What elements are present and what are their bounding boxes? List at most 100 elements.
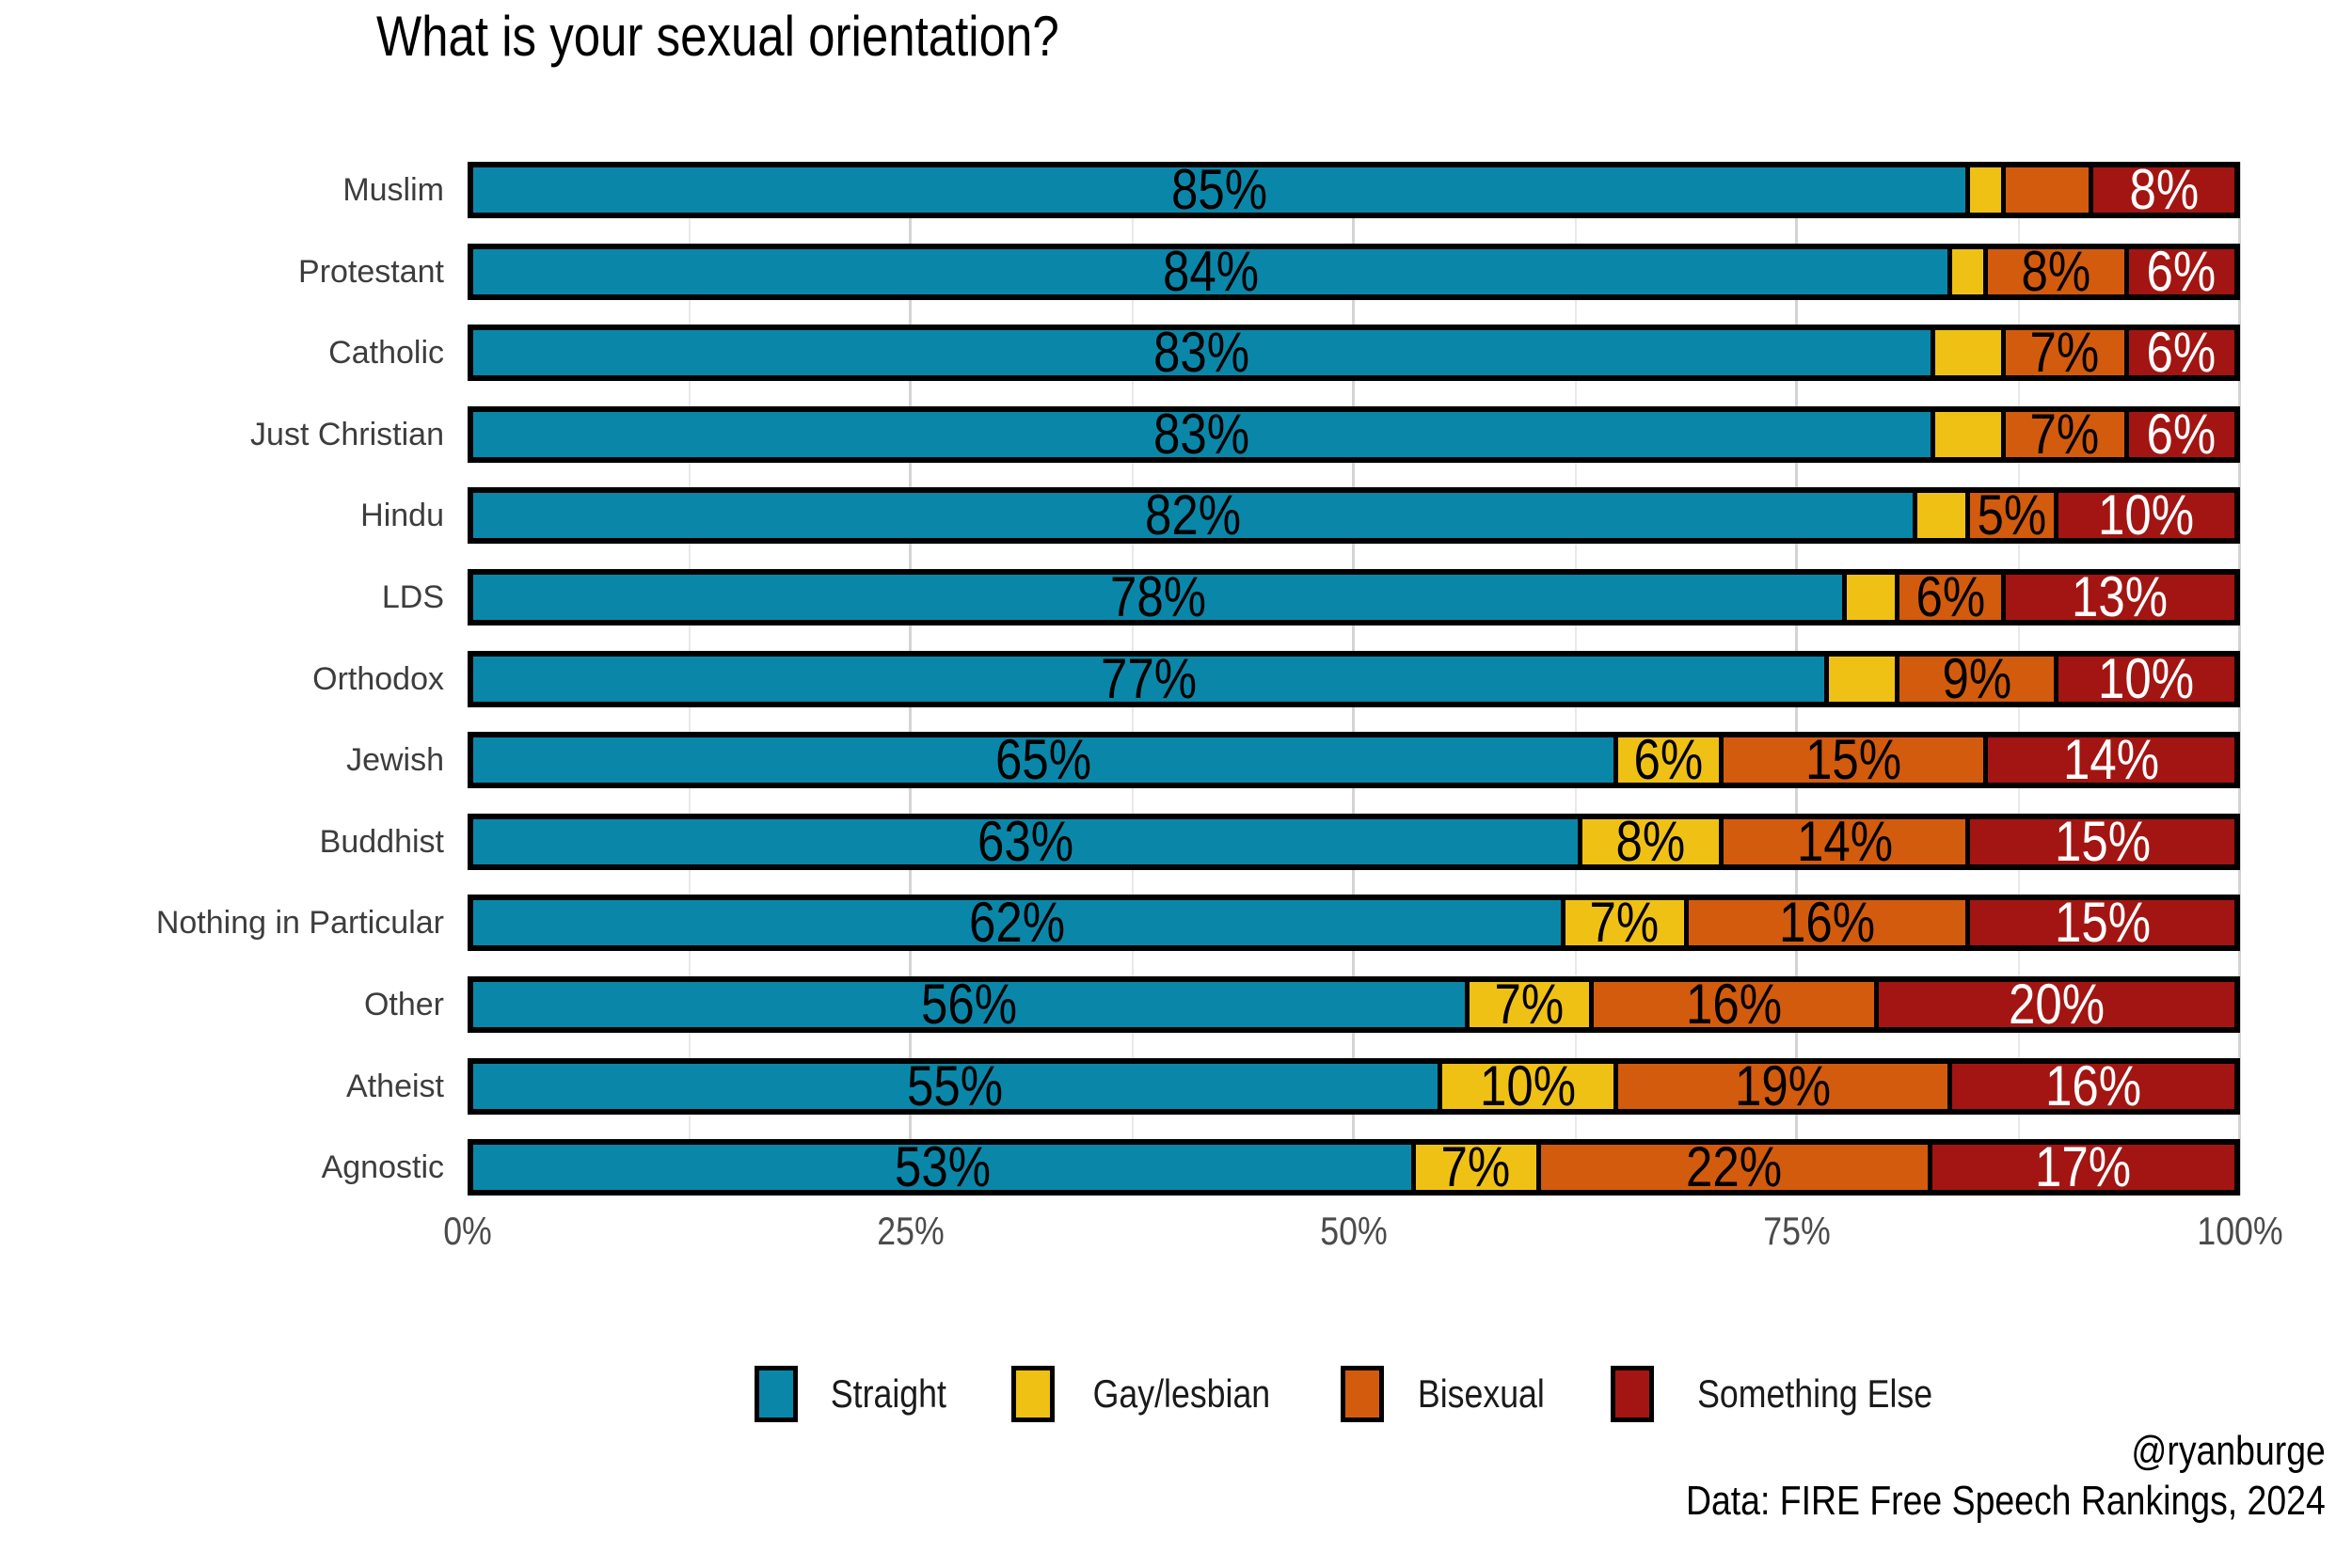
bar-segment: 77% [473,651,1830,707]
segment-label: 10% [2098,647,2195,710]
x-tick-label: 75% [1757,1209,1836,1254]
x-tick-label: 25% [871,1209,950,1254]
bar-segment [1970,167,2006,213]
bar-segment: 84% [473,240,1953,303]
bar-segment: 85% [473,162,1971,218]
bar-segment: 53% [473,1135,1417,1198]
bar-segment [1847,575,1900,620]
segment-label: 15% [2054,810,2151,873]
segment-label: 83% [1153,403,1250,466]
legend-item: Straight [755,1366,957,1422]
bar-row: 82% 5% 10% [468,487,2240,544]
y-axis-label: Nothing in Particular [155,905,444,941]
y-axis-label: Other [363,987,444,1022]
legend-swatch [1011,1366,1055,1422]
y-axis-label: Agnostic [321,1149,444,1185]
segment-label: 16% [1685,973,1783,1036]
credit-handle: @ryanburge [2131,1428,2326,1474]
legend-label: Gay/lesbian [1077,1371,1286,1417]
segment-label: 65% [994,728,1091,791]
bar-segment: 14% [1724,814,1971,870]
x-tick-label-text: 50% [1320,1209,1388,1253]
bar-segment: 16% [1594,973,1879,1036]
y-axis-label: Muslim [342,172,444,208]
bar-segment: 19% [1617,1058,1953,1115]
y-axis-label: Jewish [346,742,444,778]
bar-segment: 83% [473,403,1935,466]
x-tick-label-text: 100% [2197,1209,2283,1253]
bar-segment: 13% [2005,565,2234,628]
bar-segment: 5% [1970,483,2058,546]
segment-label: 14% [2062,728,2159,791]
credit-handle-line: @ryanburge [1573,1426,2326,1476]
bar-row: 83% 7% 6% [468,406,2240,463]
bar-row: 53% 7% 22% 17% [468,1139,2240,1196]
bar-segment: 8% [1987,244,2129,300]
legend-item: Gay/lesbian [1011,1366,1286,1422]
bar-segment [1829,657,1900,702]
legend-label-text: Bisexual [1417,1371,1545,1416]
bar-row: 83% 7% 6% [468,325,2240,381]
legend: Straight Gay/lesbian Bisexual Something Els… [468,1366,2240,1422]
legend-label: Bisexual [1406,1371,1556,1417]
segment-label: 20% [2008,973,2105,1036]
segment-label: 16% [1778,891,1875,954]
bar-segment [1952,249,1988,294]
bar-segment: 10% [2058,647,2234,710]
credits: @ryanburge Data: FIRE Free Speech Rankin… [1573,1426,2326,1526]
bar-segment: 62% [473,895,1565,951]
y-axis-label: LDS [381,579,444,615]
bar-segment: 7% [2005,406,2129,463]
bar-row: 63% 8% 14% 15% [468,814,2240,870]
segment-label: 5% [1977,483,2047,546]
x-tick-label: 50% [1314,1209,1393,1254]
bar-segment: 14% [1987,728,2234,791]
bar-segment: 10% [2058,487,2234,544]
legend-item: Bisexual [1340,1366,1556,1422]
bar-row: 55% 10% 19% 16% [468,1058,2240,1115]
bar-segment: 7% [1416,1135,1541,1198]
credit-source-line: Data: FIRE Free Speech Rankings, 2024 [1573,1476,2326,1526]
legend-label-text: Gay/lesbian [1092,1371,1271,1416]
y-axis-label: Catholic [328,335,444,371]
bar-segment: 15% [1724,728,1988,791]
legend-label: Something Else [1677,1371,1953,1417]
segment-label: 15% [1804,728,1902,791]
y-axis-label: Atheist [346,1069,444,1104]
segment-label: 16% [2045,1054,2142,1117]
legend-swatch [1340,1366,1384,1422]
bar-segment: 8% [2093,162,2234,218]
segment-label: 84% [1162,240,1259,303]
bar-segment: 10% [1441,1054,1618,1117]
bar-segment: 83% [473,325,1935,381]
segment-label: 7% [1440,1135,1511,1198]
bar-row: 62% 7% 16% 15% [468,895,2240,951]
y-axis-label: Hindu [360,498,444,533]
segment-label: 17% [2035,1135,2132,1198]
bar-segment: 15% [1970,810,2234,873]
segment-label: 22% [1685,1135,1783,1198]
bar-segment: 15% [1970,891,2234,954]
x-tick-label: 100% [2189,1209,2290,1254]
bar-segment: 7% [1565,891,1689,954]
segment-label: 53% [894,1135,991,1198]
legend-label-text: Something Else [1696,1371,1932,1416]
chart-title: What is your sexual orientation? [376,4,1180,69]
bar-segment: 6% [2128,325,2234,381]
segment-label: 7% [1589,891,1660,954]
legend-swatch [1610,1366,1654,1422]
segment-label: 15% [2054,891,2151,954]
segment-label: 6% [1915,565,1985,628]
bar-segment [1934,412,2006,457]
bar-segment: 20% [1878,973,2234,1036]
bar-row: 84% 8% 6% [468,244,2240,300]
bar-row: 78% 6% 13% [468,569,2240,626]
segment-label: 10% [1479,1054,1576,1117]
bar-segment: 16% [1952,1054,2234,1117]
bar-segment: 6% [1617,732,1724,788]
bar-segment [1917,493,1971,538]
segment-label: 13% [2072,565,2169,628]
x-tick-label: 0% [439,1209,497,1254]
bar-segment: 7% [1469,976,1595,1033]
y-axis-label: Orthodox [312,661,444,697]
